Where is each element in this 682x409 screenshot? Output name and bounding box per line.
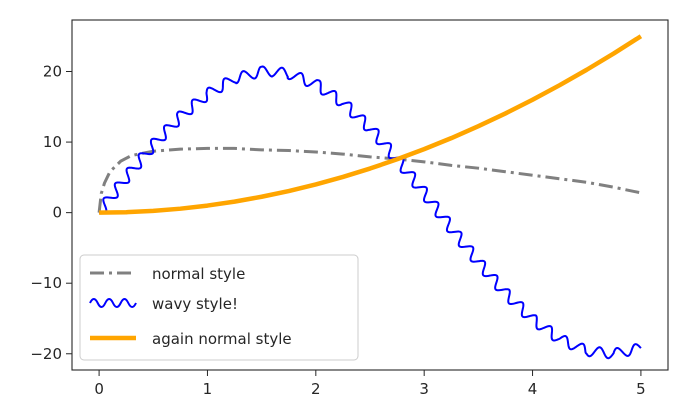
x-tick-label: 4 (528, 380, 538, 398)
x-tick-label: 3 (419, 380, 429, 398)
x-tick-label: 0 (94, 380, 104, 398)
y-tick-label: 10 (43, 133, 62, 151)
series-line-normal-style (97, 146, 642, 213)
series-line-again-normal-style (99, 34, 643, 215)
x-axis: 0 1 2 3 4 5 (94, 370, 646, 398)
y-tick-label: −20 (30, 345, 62, 363)
legend-label-again-normal-style: again normal style (152, 330, 292, 348)
plot-frame (71, 19, 669, 371)
y-axis: −20 −10 0 10 20 (30, 63, 72, 363)
y-tick-label: −10 (30, 274, 62, 292)
legend: normal style wavy style! again normal st… (79, 254, 359, 361)
legend-swatch-wavy-style (89, 298, 137, 308)
x-tick-label: 5 (636, 380, 646, 398)
x-tick-label: 2 (311, 380, 321, 398)
series-line-wavy-style (98, 65, 642, 360)
legend-label-normal-style: normal style (152, 265, 245, 283)
y-tick-label: 20 (43, 63, 62, 81)
legend-box (79, 254, 359, 361)
x-tick-label: 1 (203, 380, 213, 398)
legend-label-wavy-style: wavy style! (152, 295, 238, 313)
series-layer (97, 34, 643, 360)
y-tick-label: 0 (52, 204, 62, 222)
